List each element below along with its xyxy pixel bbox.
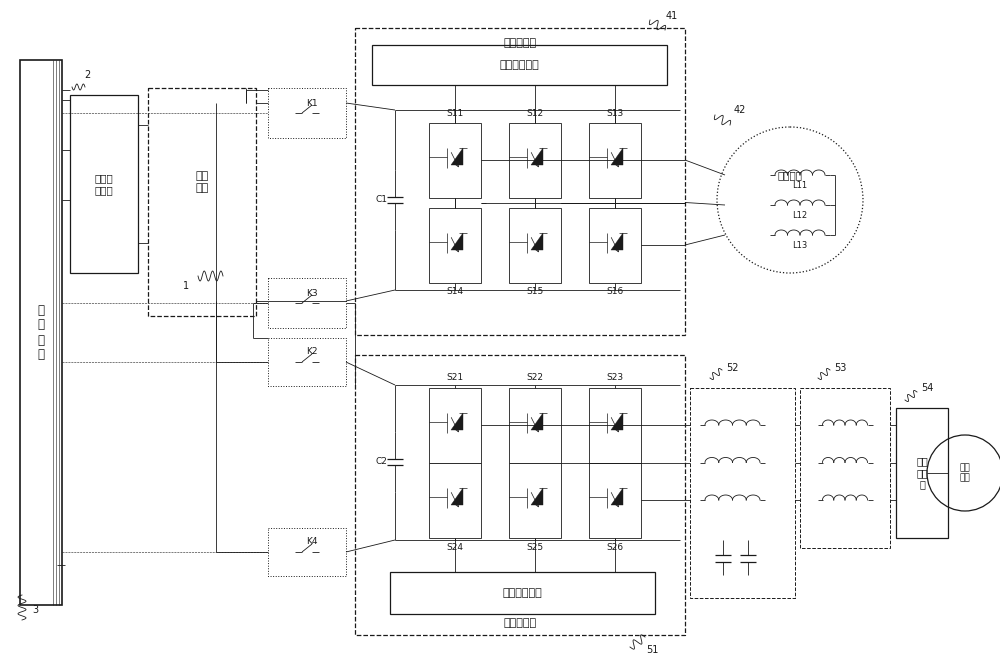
Text: 三相电机: 三相电机 bbox=[778, 170, 802, 180]
Polygon shape bbox=[611, 233, 623, 250]
Text: S26: S26 bbox=[606, 542, 624, 552]
Bar bbox=[355, 355, 685, 635]
Text: S11: S11 bbox=[446, 109, 464, 117]
Text: S24: S24 bbox=[446, 542, 464, 552]
Text: S15: S15 bbox=[526, 287, 544, 297]
Polygon shape bbox=[531, 488, 543, 505]
Bar bbox=[509, 388, 561, 462]
Text: 54: 54 bbox=[921, 383, 933, 393]
Bar bbox=[268, 528, 346, 576]
Bar bbox=[355, 28, 685, 335]
Bar bbox=[896, 408, 948, 538]
Bar bbox=[509, 207, 561, 283]
Bar bbox=[429, 462, 481, 538]
Text: 三相
电网: 三相 电网 bbox=[960, 464, 970, 483]
Text: S22: S22 bbox=[526, 374, 544, 382]
Bar bbox=[70, 95, 138, 273]
Text: S13: S13 bbox=[606, 109, 624, 117]
Bar bbox=[589, 388, 641, 462]
Text: 51: 51 bbox=[646, 645, 658, 655]
Text: 3: 3 bbox=[32, 605, 38, 615]
Polygon shape bbox=[451, 148, 463, 165]
Bar bbox=[589, 462, 641, 538]
Text: S12: S12 bbox=[526, 109, 544, 117]
Polygon shape bbox=[451, 488, 463, 505]
Polygon shape bbox=[611, 413, 623, 430]
Text: 41: 41 bbox=[666, 11, 678, 21]
Bar bbox=[148, 88, 256, 316]
Bar bbox=[690, 388, 795, 598]
Text: S25: S25 bbox=[526, 542, 544, 552]
Polygon shape bbox=[611, 148, 623, 165]
Polygon shape bbox=[611, 488, 623, 505]
Text: K1: K1 bbox=[306, 99, 318, 107]
Text: 1: 1 bbox=[183, 281, 189, 291]
Text: 电机控制器: 电机控制器 bbox=[503, 38, 537, 48]
Text: K2: K2 bbox=[306, 348, 318, 356]
Polygon shape bbox=[451, 233, 463, 250]
Text: 电池管
理系统: 电池管 理系统 bbox=[95, 173, 113, 195]
Text: 2: 2 bbox=[84, 70, 90, 80]
Text: 控
制
系
统: 控 制 系 统 bbox=[38, 303, 44, 362]
Text: 三相整流器: 三相整流器 bbox=[503, 618, 537, 628]
Text: 动力
电池: 动力 电池 bbox=[195, 171, 209, 193]
Text: C2: C2 bbox=[375, 458, 387, 466]
Text: 53: 53 bbox=[834, 363, 846, 373]
Text: 充电控制模块: 充电控制模块 bbox=[503, 588, 542, 598]
Text: 52: 52 bbox=[726, 363, 738, 373]
Text: S21: S21 bbox=[446, 374, 464, 382]
Text: 42: 42 bbox=[734, 105, 746, 115]
Bar bbox=[268, 88, 346, 138]
Polygon shape bbox=[531, 413, 543, 430]
Text: S16: S16 bbox=[606, 287, 624, 297]
Text: L13: L13 bbox=[792, 241, 808, 249]
Bar bbox=[20, 60, 62, 605]
Bar bbox=[390, 572, 655, 614]
Bar bbox=[268, 338, 346, 386]
Text: 电机控制模块: 电机控制模块 bbox=[500, 60, 539, 70]
Bar bbox=[372, 45, 667, 85]
Bar bbox=[429, 207, 481, 283]
Text: S23: S23 bbox=[606, 374, 624, 382]
Text: L11: L11 bbox=[792, 181, 808, 189]
Text: S14: S14 bbox=[446, 287, 464, 297]
Bar bbox=[589, 123, 641, 197]
Text: K3: K3 bbox=[306, 289, 318, 297]
Bar bbox=[268, 278, 346, 328]
Bar bbox=[509, 123, 561, 197]
Text: C1: C1 bbox=[375, 195, 387, 205]
Polygon shape bbox=[531, 148, 543, 165]
Polygon shape bbox=[531, 233, 543, 250]
Text: K4: K4 bbox=[306, 538, 318, 546]
Bar bbox=[429, 388, 481, 462]
Bar bbox=[509, 462, 561, 538]
Bar bbox=[589, 207, 641, 283]
Text: 充放
电插
座: 充放 电插 座 bbox=[916, 456, 928, 490]
Bar bbox=[429, 123, 481, 197]
Polygon shape bbox=[451, 413, 463, 430]
Bar bbox=[800, 388, 890, 548]
Text: L12: L12 bbox=[792, 211, 808, 219]
